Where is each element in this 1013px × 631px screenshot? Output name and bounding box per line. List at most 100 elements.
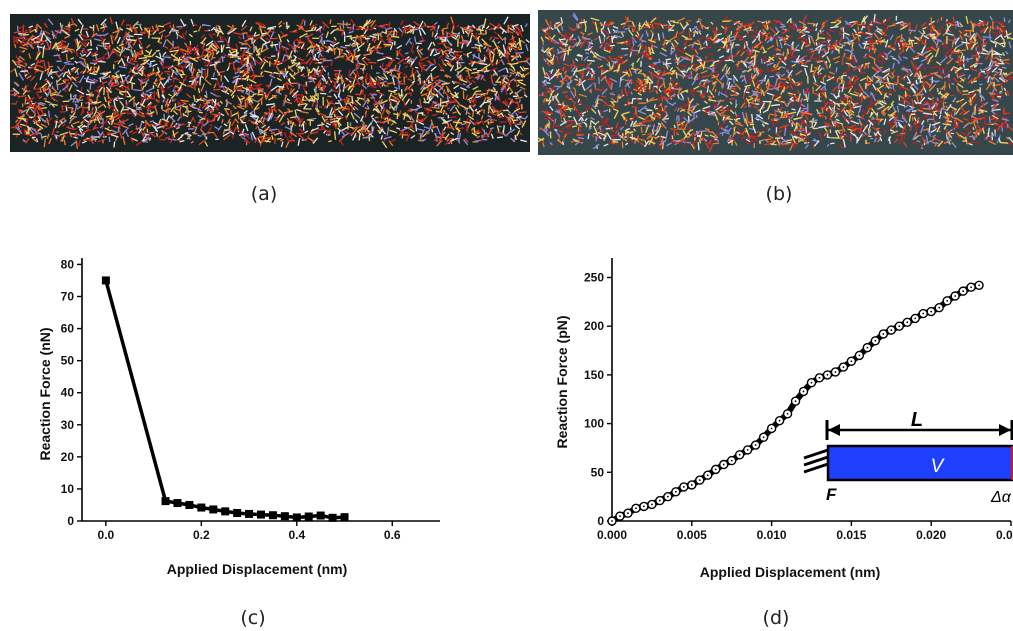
data-point-center <box>962 290 965 293</box>
data-point <box>268 511 277 520</box>
x-tick-label: 0.000 <box>597 528 627 542</box>
data-point-center <box>906 321 909 324</box>
data-point <box>197 503 206 512</box>
x-tick-label: 0.6 <box>384 528 401 542</box>
y-tick-label: 50 <box>591 465 605 479</box>
y-tick-label: 50 <box>61 354 75 368</box>
data-point <box>316 511 325 520</box>
data-point-center <box>674 490 677 493</box>
data-point <box>340 513 349 522</box>
chart-d-plot: 0.000 0.005 0.010 0.015 0.020 0.025 0 50 100 150 2… <box>584 258 1013 542</box>
data-point-center <box>690 484 693 486</box>
data-point-center <box>866 346 869 349</box>
data-point-center <box>794 400 797 403</box>
atom-cloud <box>10 16 530 149</box>
data-point-center <box>627 512 629 515</box>
data-point <box>304 512 313 521</box>
data-point-center <box>778 419 781 422</box>
data-point-center <box>882 333 885 335</box>
y-tick-label: 70 <box>61 289 75 303</box>
data-point-center <box>858 354 861 357</box>
atom-cloud <box>538 12 1013 153</box>
inset-arrow-right <box>999 424 1011 436</box>
data-point-center <box>810 381 813 384</box>
data-point-center <box>834 371 837 373</box>
data-point <box>221 507 230 516</box>
data-point-center <box>946 299 949 302</box>
data-point <box>101 276 110 285</box>
x-tick-label: 0.020 <box>916 528 946 542</box>
y-tick-label: 10 <box>61 482 75 496</box>
data-point-center <box>842 366 845 368</box>
data-point <box>233 508 242 517</box>
y-tick-label: 80 <box>61 257 75 271</box>
y-tick-label: 200 <box>584 319 604 333</box>
data-point-center <box>762 436 765 439</box>
data-point <box>173 499 182 508</box>
data-point <box>280 512 289 521</box>
data-point-center <box>682 486 685 488</box>
x-tick-label: 0.4 <box>288 528 305 542</box>
data-point-center <box>978 284 980 287</box>
series-line <box>104 278 347 520</box>
chart-c: 0.0 0.2 0.4 0.6 0 10 20 30 40 50 60 70 80 Applied Di… <box>37 257 440 577</box>
x-tick-label: 0.005 <box>677 528 707 542</box>
data-point-center <box>722 463 725 466</box>
caption-a: (a) <box>250 183 278 205</box>
data-point-center <box>651 503 653 506</box>
data-point <box>292 513 301 522</box>
inset-bar <box>826 444 1013 482</box>
data-point-center <box>658 499 661 502</box>
data-point-center <box>898 325 901 328</box>
x-tick-label: 0.015 <box>836 528 866 542</box>
data-point-center <box>635 507 637 510</box>
x-tick-label: 0.010 <box>757 528 787 542</box>
data-point-center <box>826 373 829 376</box>
x-tick-label: 0.0 <box>98 528 115 542</box>
data-point-center <box>754 444 757 446</box>
data-point-center <box>890 329 893 331</box>
inset-delta-label: Δα <box>990 489 1012 506</box>
chart-c-ylabel: Reaction Force (nN) <box>37 327 53 460</box>
data-point-center <box>970 286 972 289</box>
data-point-center <box>666 495 669 498</box>
data-point-center <box>802 390 805 393</box>
chart-c-plot: 0.0 0.2 0.4 0.6 0 10 20 30 40 50 60 70 80 <box>61 257 440 542</box>
data-point <box>185 500 194 509</box>
chart-d-xlabel: Applied Displacement (nm) <box>700 564 880 580</box>
chart-d-ylabel: Reaction Force (pN) <box>554 315 570 448</box>
y-tick-label: 250 <box>584 270 604 284</box>
data-point-center <box>714 468 717 471</box>
data-point-center <box>954 295 957 297</box>
y-tick-label: 30 <box>61 418 75 432</box>
chart-c-xlabel: Applied Displacement (nm) <box>167 561 347 577</box>
y-tick-label: 40 <box>61 386 75 400</box>
inset-force-label: F <box>826 485 837 504</box>
data-point <box>328 513 337 522</box>
y-tick-label: 0 <box>67 514 74 528</box>
y-tick-label: 100 <box>584 417 604 431</box>
data-point <box>245 509 254 518</box>
inset-length-label: L <box>911 409 923 431</box>
data-point-center <box>738 453 741 456</box>
y-tick-label: 0 <box>597 514 604 528</box>
caption-b: (b) <box>765 183 793 205</box>
caption-d: (d) <box>762 607 790 629</box>
inset-arrow-left <box>828 424 840 436</box>
data-point-center <box>874 339 877 342</box>
data-point-center <box>922 312 925 315</box>
data-point-center <box>730 459 733 462</box>
caption-c: (c) <box>240 607 266 629</box>
data-point-center <box>746 448 749 451</box>
data-point-center <box>786 412 789 415</box>
inset-volume-label: V <box>931 456 946 477</box>
y-tick-label: 60 <box>61 322 75 336</box>
data-point-center <box>706 474 709 477</box>
data-point <box>209 505 218 514</box>
data-point-center <box>643 505 645 508</box>
molecular-image-a <box>10 14 530 152</box>
data-point <box>257 510 265 519</box>
chart-d-inset: L V F Δα <box>803 409 1013 506</box>
x-tick-label: 0.2 <box>193 528 210 542</box>
x-tick-label: 0.025 <box>996 528 1013 542</box>
